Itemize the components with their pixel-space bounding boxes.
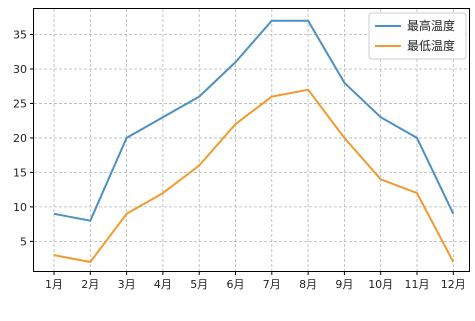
x-tick-label: 10月	[368, 278, 393, 291]
series-lines	[53, 19, 455, 263]
x-tick-label: 7月	[263, 278, 281, 291]
x-tick-label: 5月	[190, 278, 208, 291]
x-tick-label: 3月	[118, 278, 136, 291]
y-tick-label: 25	[13, 97, 27, 110]
y-tick-label: 35	[13, 29, 27, 42]
x-tick-label: 1月	[45, 278, 63, 291]
y-tick-label: 20	[13, 132, 27, 145]
x-tick-label: 9月	[335, 278, 353, 291]
x-tick-label: 4月	[154, 278, 172, 291]
plot-frame	[33, 8, 470, 272]
y-tick-label: 10	[13, 201, 27, 214]
grid	[34, 9, 469, 271]
y-tick-label: 15	[13, 166, 27, 179]
y-tick-label: 5	[20, 235, 27, 248]
x-tick-label: 2月	[81, 278, 99, 291]
series-line-1	[53, 19, 455, 222]
legend-label: 最高温度	[407, 18, 455, 33]
x-tick-label: 8月	[299, 278, 317, 291]
legend-label: 最低温度	[407, 38, 455, 53]
x-tick-label: 12月	[441, 278, 466, 291]
y-tick-label: 30	[13, 63, 27, 76]
axes: 1月 2月 3月 4月 5月 6月 7月 8月 9月 10月 11月 12月 5 10 15 20 25 30 35	[13, 29, 466, 291]
legend-box	[368, 12, 467, 60]
x-tick-label: 11月	[405, 278, 430, 291]
series-line-2	[53, 88, 455, 263]
x-tick-label: 6月	[227, 278, 245, 291]
